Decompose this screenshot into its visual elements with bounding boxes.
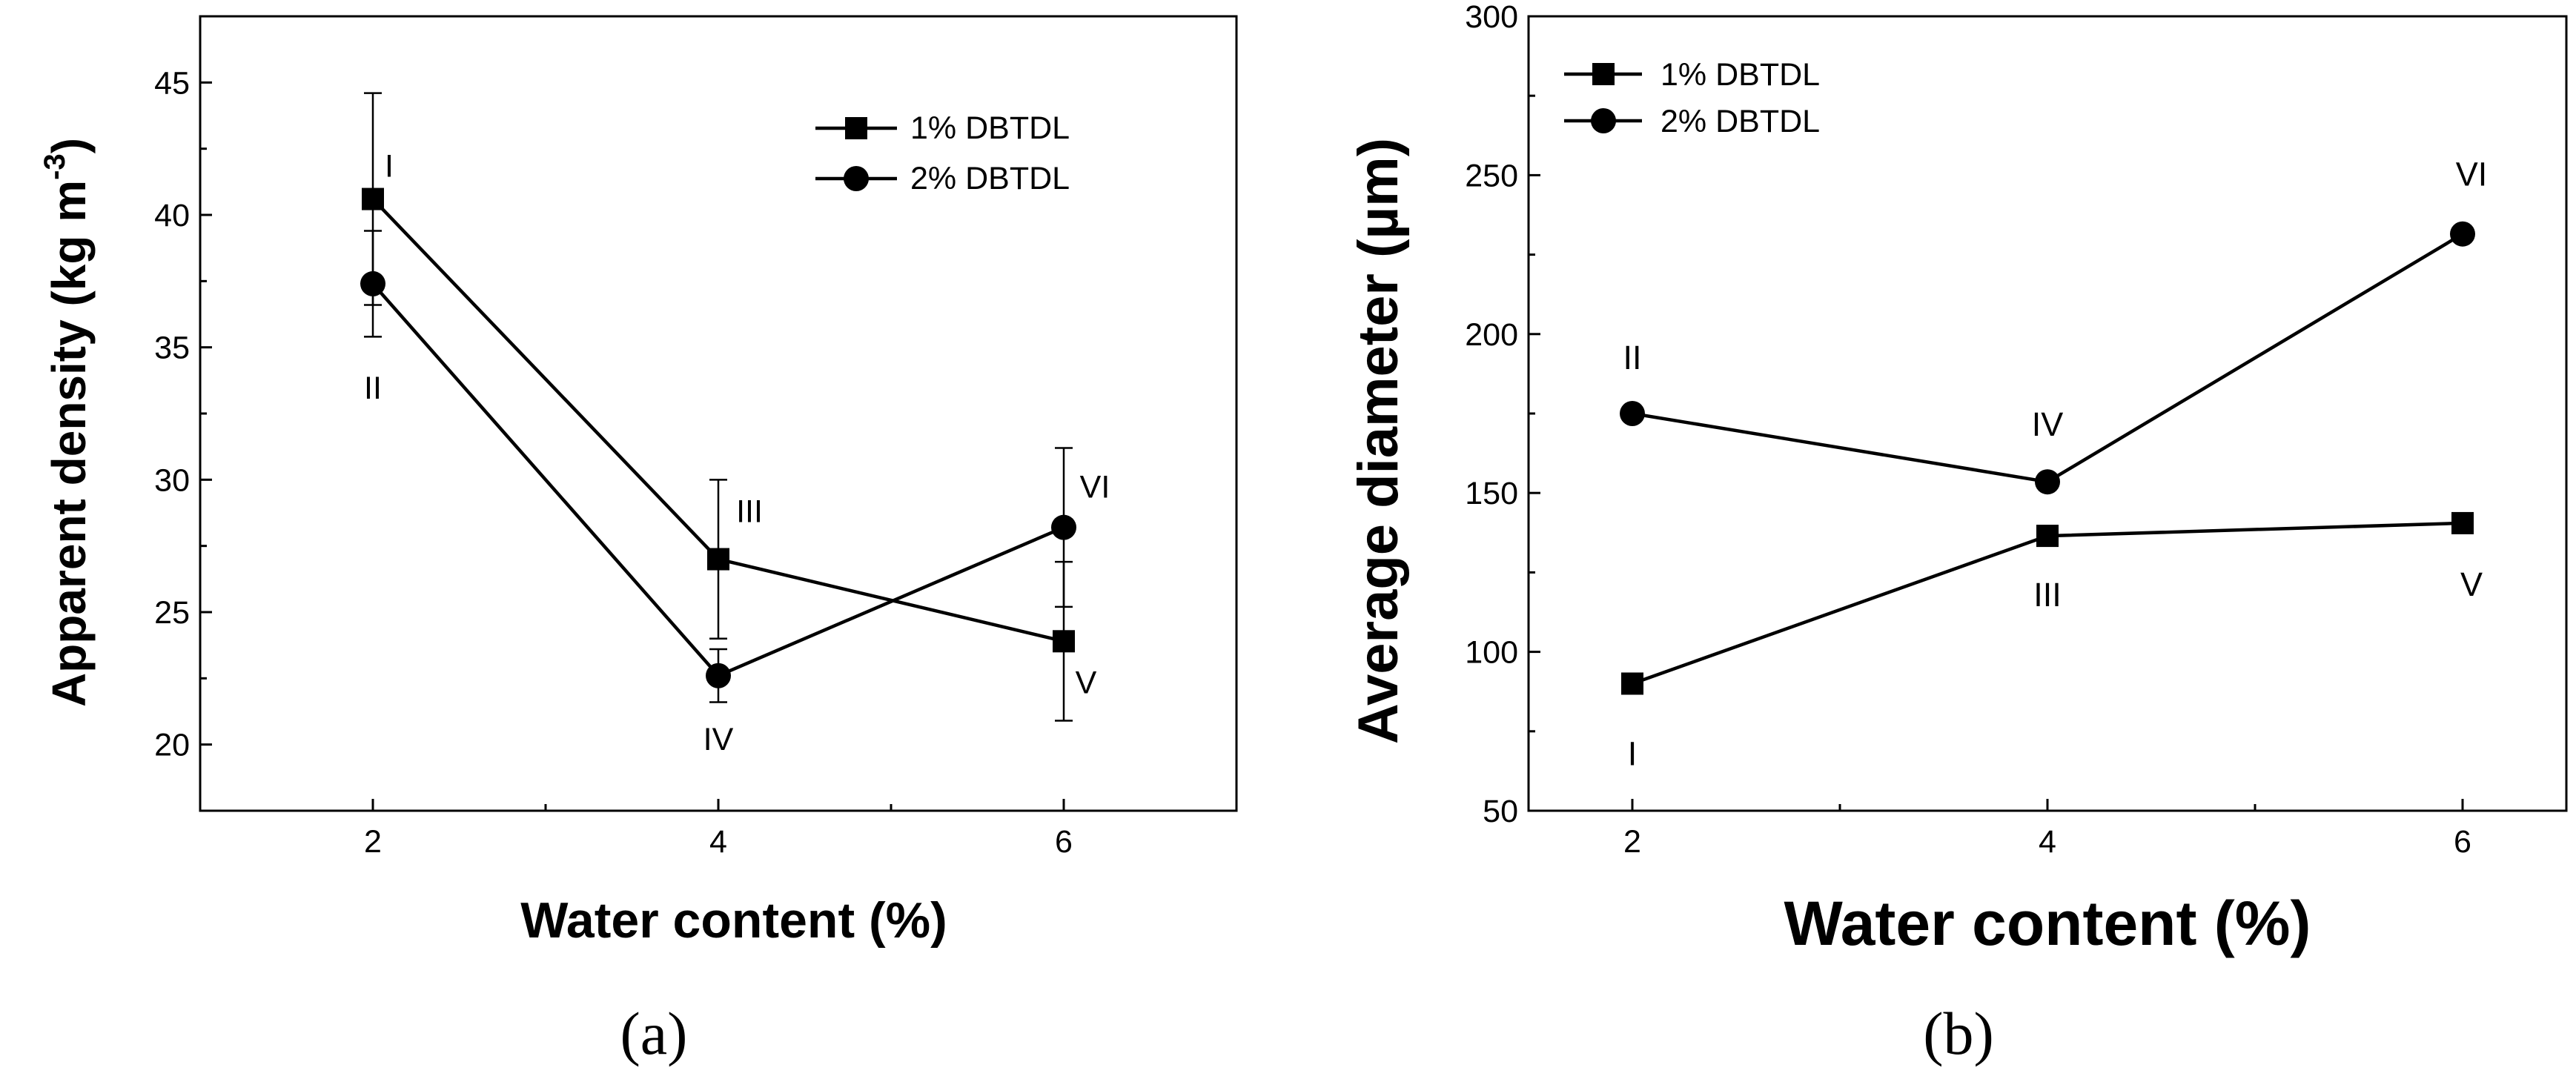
y-tick-label: 25 — [154, 595, 190, 631]
y-tick-label: 45 — [154, 65, 190, 101]
data-point-circle — [1051, 514, 1076, 540]
point-label: VI — [1080, 470, 1110, 505]
point-label: III — [736, 494, 763, 530]
y-tick-label: 40 — [154, 198, 190, 233]
chart-a-legend-circle-marker — [844, 166, 869, 191]
point-label: I — [385, 149, 394, 185]
chart-b-panel-label: (b) — [1923, 1000, 1994, 1067]
chart-b-legend-square-marker — [1592, 63, 1615, 85]
chart-a-legend-label-1: 1% DBTDL — [910, 110, 1070, 146]
data-point-square — [2036, 525, 2059, 548]
chart-b-legend: 1% DBTDL 2% DBTDL — [1564, 57, 1820, 139]
chart-a-y-axis-title-main: Apparent density (kg m — [42, 180, 96, 707]
chart-b-legend-label-2: 2% DBTDL — [1661, 104, 1820, 139]
data-point-square — [1053, 630, 1075, 653]
chart-a-legend-label-2: 2% DBTDL — [910, 161, 1070, 196]
chart-b-legend-label-1: 1% DBTDL — [1661, 57, 1820, 93]
y-tick-label: 150 — [1465, 476, 1518, 511]
y-tick-label: 300 — [1465, 0, 1518, 35]
point-label: II — [1623, 339, 1641, 376]
data-point-square — [362, 187, 384, 210]
y-tick-label: 250 — [1465, 158, 1518, 193]
series-line — [1632, 232, 2464, 484]
y-tick-label: 20 — [154, 728, 190, 763]
chart-a-y-axis-title: Apparent density (kg m-3) — [39, 138, 96, 707]
chart-a-legend: 1% DBTDL 2% DBTDL — [815, 110, 1070, 196]
x-tick-label: 6 — [1055, 824, 1073, 860]
y-tick-label: 50 — [1483, 794, 1518, 829]
data-point-square — [1621, 672, 1643, 695]
point-label: IV — [703, 722, 734, 757]
point-label: III — [2033, 576, 2062, 614]
data-point-circle — [706, 663, 731, 688]
point-label: VI — [2456, 156, 2488, 193]
chart-b-x-axis: 2 4 6 — [1623, 799, 2471, 860]
y-tick-label: 30 — [154, 462, 190, 498]
point-label: IV — [2032, 405, 2064, 443]
point-label: V — [1076, 665, 1097, 700]
chart-a-legend-square-marker — [845, 117, 867, 139]
point-label: II — [364, 371, 382, 406]
x-tick-label: 6 — [2454, 824, 2471, 860]
chart-b-y-axis: 50 100 150 200 250 300 — [1465, 0, 1540, 829]
chart-b-legend-circle-marker — [1591, 108, 1616, 133]
point-label: I — [1628, 734, 1638, 772]
x-tick-label: 2 — [1623, 824, 1641, 860]
chart-a-y-axis: 20 25 30 35 40 45 — [154, 15, 212, 763]
point-label: V — [2460, 565, 2483, 603]
data-point-square — [2451, 511, 2474, 534]
data-point-square — [707, 548, 729, 571]
chart-a-panel-label: (a) — [620, 1000, 687, 1067]
chart-a-x-axis-title: Water content (%) — [520, 892, 947, 949]
y-tick-label: 200 — [1465, 317, 1518, 353]
y-tick-label: 100 — [1465, 635, 1518, 671]
chart-b-x-axis-title: Water content (%) — [1784, 889, 2311, 958]
chart-a-y-axis-title-exponent: -3 — [39, 153, 71, 180]
chart-a-y-axis-title-close: ) — [42, 138, 96, 153]
y-tick-label: 35 — [154, 331, 190, 366]
x-tick-label: 2 — [364, 824, 382, 860]
data-point-circle — [2450, 221, 2475, 247]
data-point-circle — [1620, 401, 1645, 426]
x-tick-label: 4 — [2039, 824, 2056, 860]
data-point-circle — [360, 270, 385, 296]
data-point-circle — [2035, 469, 2060, 495]
chart-a-x-axis: 2 4 6 — [199, 799, 1073, 860]
chart-b-y-axis-title: Average diameter (µm) — [1347, 138, 1410, 744]
x-tick-label: 4 — [709, 824, 727, 860]
